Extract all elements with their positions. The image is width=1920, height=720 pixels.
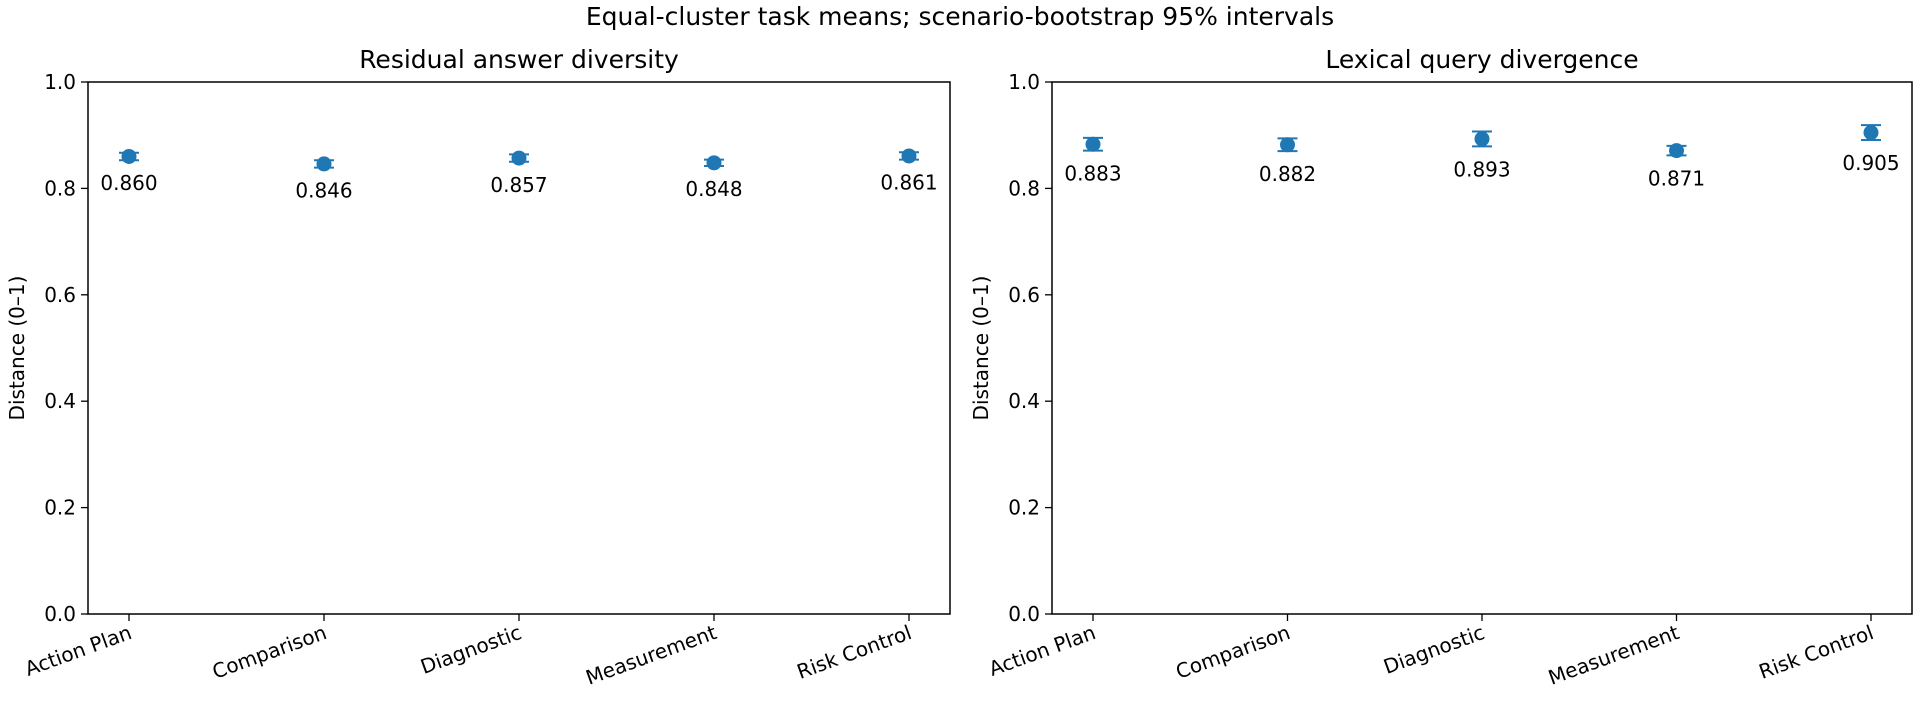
chart-panel-1: Residual answer diversity Distance (0–1) 0… <box>5 45 951 690</box>
y-tick-label: 0.4 <box>44 389 76 413</box>
y-axis-label: Distance (0–1) <box>5 276 29 421</box>
x-tick-label: Diagnostic <box>417 620 524 679</box>
data-point <box>1085 136 1101 152</box>
figure-title: Equal-cluster task means; scenario-boots… <box>585 2 1335 31</box>
data-label: 0.861 <box>880 171 937 195</box>
data-label: 0.857 <box>490 173 547 197</box>
chart-panel-2: Lexical query divergence Distance (0–1) 0.… <box>969 45 1913 690</box>
x-tick-label: Risk Control <box>1756 620 1877 684</box>
y-tick-label: 0.2 <box>1008 496 1040 520</box>
x-tick-label: Action Plan <box>22 620 135 681</box>
data-point <box>706 155 722 171</box>
x-tick-label: Diagnostic <box>1380 620 1487 679</box>
data-label: 0.882 <box>1259 162 1316 186</box>
y-tick-label: 0.8 <box>44 176 76 200</box>
data-label: 0.905 <box>1842 151 1899 175</box>
x-tick-label: Risk Control <box>794 620 915 684</box>
data-label: 0.883 <box>1064 162 1121 186</box>
data-point <box>121 148 137 164</box>
axes-frame <box>1051 81 1913 615</box>
y-tick-label: 1.0 <box>44 70 76 94</box>
data-point <box>316 156 332 172</box>
data-point <box>1669 143 1684 159</box>
x-tick-label: Measurement <box>582 620 719 690</box>
data-label: 0.893 <box>1453 157 1510 181</box>
data-point <box>1474 131 1490 147</box>
y-tick-label: 0.8 <box>1008 176 1040 200</box>
data-label: 0.871 <box>1648 166 1705 190</box>
data-point <box>901 148 917 164</box>
axes-frame <box>87 81 951 615</box>
y-tick-label: 0.4 <box>1008 389 1040 413</box>
panel-title: Residual answer diversity <box>359 45 679 74</box>
data-label: 0.848 <box>685 177 742 201</box>
x-tick-label: Action Plan <box>986 620 1099 681</box>
data-point <box>1863 125 1879 141</box>
data-point <box>1280 137 1295 153</box>
data-point <box>511 150 527 166</box>
y-axis-label: Distance (0–1) <box>969 276 993 421</box>
y-tick-label: 0.0 <box>44 602 76 626</box>
panel-title: Lexical query divergence <box>1325 45 1638 74</box>
y-tick-label: 0.6 <box>44 283 76 307</box>
y-tick-label: 0.6 <box>1008 283 1040 307</box>
x-tick-label: Comparison <box>209 620 330 684</box>
x-tick-label: Comparison <box>1172 620 1293 684</box>
data-label: 0.846 <box>295 179 352 203</box>
y-tick-label: 0.0 <box>1008 602 1040 626</box>
y-tick-label: 0.2 <box>44 496 76 520</box>
data-label: 0.860 <box>100 171 157 195</box>
y-tick-label: 1.0 <box>1008 70 1040 94</box>
x-tick-label: Measurement <box>1545 620 1682 690</box>
